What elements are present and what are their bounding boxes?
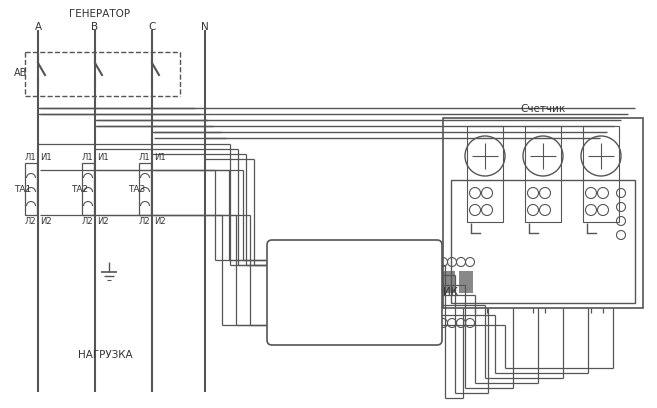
Text: И1: И1 bbox=[97, 153, 108, 162]
Text: Л2: Л2 bbox=[81, 217, 93, 226]
Bar bbox=[451, 180, 635, 303]
Bar bbox=[467, 126, 503, 222]
Text: ИК: ИК bbox=[443, 287, 458, 297]
Text: ТА3: ТА3 bbox=[128, 186, 145, 195]
Text: ГЕНЕРАТОР: ГЕНЕРАТОР bbox=[70, 9, 131, 19]
Text: С: С bbox=[148, 22, 156, 32]
Text: А: А bbox=[34, 22, 41, 32]
Text: Счетчик: Счетчик bbox=[520, 104, 566, 114]
Text: Л2: Л2 bbox=[24, 217, 36, 226]
Text: В: В bbox=[91, 22, 99, 32]
Bar bbox=[139, 163, 151, 215]
Text: ТА2: ТА2 bbox=[71, 186, 88, 195]
Text: ТА1: ТА1 bbox=[14, 186, 32, 195]
Text: И1: И1 bbox=[154, 153, 166, 162]
Text: N: N bbox=[201, 22, 209, 32]
Bar bbox=[284, 271, 306, 281]
Text: И2: И2 bbox=[40, 217, 52, 226]
Bar bbox=[322, 271, 344, 281]
Bar bbox=[459, 271, 473, 293]
Bar bbox=[525, 126, 561, 222]
Text: И2: И2 bbox=[154, 217, 166, 226]
Text: Л1: Л1 bbox=[24, 153, 36, 162]
Text: НАГРУЗКА: НАГРУЗКА bbox=[78, 350, 132, 360]
Text: Л1: Л1 bbox=[81, 153, 93, 162]
Text: И2: И2 bbox=[97, 217, 108, 226]
Bar bbox=[423, 271, 437, 293]
Text: АВ: АВ bbox=[14, 68, 28, 78]
Text: Л1: Л1 bbox=[139, 153, 150, 162]
Text: И1: И1 bbox=[40, 153, 52, 162]
Bar bbox=[25, 163, 37, 215]
Bar bbox=[360, 271, 382, 281]
Bar bbox=[441, 271, 455, 293]
Bar bbox=[82, 163, 94, 215]
Bar bbox=[583, 126, 619, 222]
Text: Л2: Л2 bbox=[139, 217, 150, 226]
Bar bbox=[443, 118, 643, 308]
Bar bbox=[405, 271, 419, 293]
FancyBboxPatch shape bbox=[267, 240, 442, 345]
